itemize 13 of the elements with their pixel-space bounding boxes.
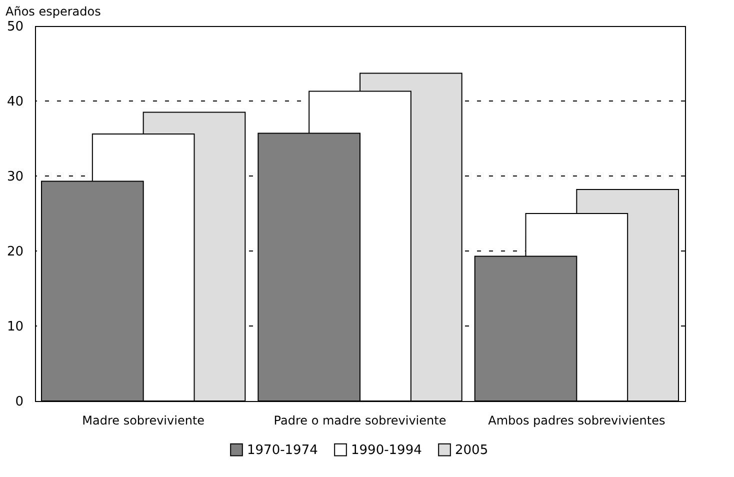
y-tick-label: 0	[15, 394, 24, 410]
y-tick-label: 50	[6, 20, 24, 34]
y-tick-label: 10	[6, 320, 24, 334]
legend-label: 1970-1974	[247, 442, 318, 458]
y-tick-label: 20	[6, 244, 24, 260]
y-tick-label: 30	[6, 170, 24, 184]
x-tick-label: Ambos padres sobrevivientes	[488, 414, 666, 428]
legend-label: 2005	[455, 442, 488, 458]
legend-label: 1990-1994	[351, 442, 422, 458]
x-tick-label: Madre sobreviviente	[82, 414, 205, 428]
x-tick-label: Padre o madre sobreviviente	[274, 414, 446, 428]
y-axis-title: Años esperados	[6, 4, 101, 18]
y-tick-label: 40	[6, 94, 24, 110]
